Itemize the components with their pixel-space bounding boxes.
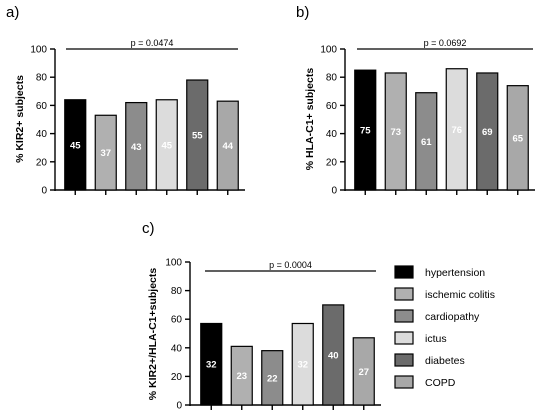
bar-count-label: 27 [358,367,369,378]
legend-swatch [395,266,413,278]
panel-b: b) 0 20 40 60 80 100 % HLA-C1+ subjects p = 0.06… [296,4,535,197]
y-tick-label: 0 [41,186,47,197]
y-tick-label: 60 [326,101,338,112]
y-tick-label: 40 [36,129,48,140]
y-tick-label: 80 [171,286,183,297]
bar-count-label: 22 [267,373,278,384]
y-axis-label: % KIR2+ subjects [14,75,26,163]
y-tick-label: 60 [171,315,183,326]
legend-swatch [395,332,413,344]
legend-swatch [395,310,413,322]
panel-c: c) 0 20 40 60 80 100 % KIR2+/HLA-C1+subjects p =… [142,220,381,412]
bar-count-label: 55 [192,131,203,142]
y-tick-label: 40 [326,129,338,140]
y-tick-label: 100 [30,45,47,56]
significance-label: p = 0.0474 [131,38,174,48]
legend-label: ictus [425,333,447,345]
y-tick-label: 80 [36,73,48,84]
y-tick-label: 100 [320,45,337,56]
bar-count-label: 44 [222,141,233,152]
y-tick-label: 20 [326,157,338,168]
legend-label: cardiopathy [425,311,480,323]
legend-swatch [395,376,413,388]
legend-swatch [395,354,413,366]
bar-count-label: 45 [161,140,172,151]
y-axis-label: % KIR2+/HLA-C1+subjects [147,268,159,401]
bar-count-label: 32 [206,360,217,371]
bar-count-label: 40 [328,350,339,361]
bar-count-label: 23 [236,371,247,382]
bar-count-label: 61 [421,137,432,148]
legend: hypertension ischemic colitis cardiopathy i… [395,266,495,389]
y-tick-label: 20 [171,372,183,383]
legend-label: hypertension [425,267,485,279]
bar-count-label: 69 [482,127,493,138]
y-tick-label: 40 [171,343,183,354]
legend-label: ischemic colitis [425,289,495,301]
panel-letter: c) [142,220,155,237]
legend-label: diabetes [425,355,465,367]
panel-a: a) 0 20 40 60 80 100 % KIR2+ subjects p = 0.0474… [6,4,245,197]
bar-count-label: 43 [131,142,142,153]
significance-label: p = 0.0004 [269,260,312,270]
y-tick-label: 100 [165,258,182,269]
y-tick-label: 0 [331,186,337,197]
y-tick-label: 20 [36,157,48,168]
bar-count-label: 73 [390,127,401,138]
legend-swatch [395,288,413,300]
bar-count-label: 76 [451,125,462,136]
bar-count-label: 32 [297,360,308,371]
bar-count-label: 37 [100,148,111,159]
panel-letter: a) [6,4,19,21]
y-tick-label: 0 [176,401,182,412]
y-tick-label: 80 [326,73,338,84]
bar-count-label: 65 [512,133,523,144]
significance-label: p = 0.0692 [424,38,467,48]
bar-count-label: 75 [360,126,371,137]
panel-letter: b) [296,4,309,21]
bar-count-label: 45 [70,140,81,151]
y-tick-label: 60 [36,101,48,112]
legend-label: COPD [425,377,456,389]
y-axis-label: % HLA-C1+ subjects [304,68,316,171]
